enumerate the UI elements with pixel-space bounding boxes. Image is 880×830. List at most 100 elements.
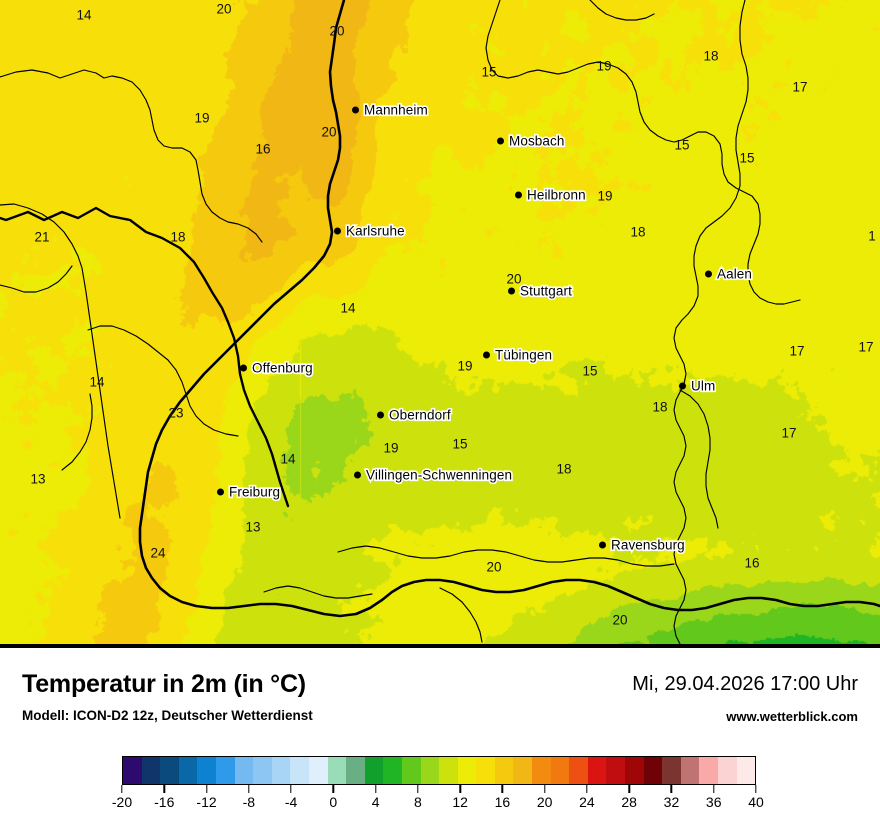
temperature-value-label: 14 <box>76 7 92 23</box>
colorbar-ticks <box>121 785 757 794</box>
colorbar-swatch <box>736 757 756 784</box>
colorbar-swatch <box>308 757 328 784</box>
city-dot-icon <box>705 270 712 278</box>
city-label: Mannheim <box>362 101 429 119</box>
temperature-value-label: 14 <box>340 300 356 316</box>
colorbar-tick-label: -4 <box>284 794 298 810</box>
colorbar-tick <box>248 785 250 793</box>
city-marker: Tübingen <box>483 346 554 364</box>
colorbar-swatch <box>271 757 291 784</box>
colorbar-tick <box>501 785 504 793</box>
colorbar-swatch <box>327 757 347 784</box>
city-label: Villingen-Schwenningen <box>364 466 513 484</box>
city-marker: Offenburg <box>240 359 314 377</box>
temperature-value-label: 23 <box>168 405 184 421</box>
temperature-value-label: 15 <box>582 363 598 379</box>
city-label: Offenburg <box>250 359 314 377</box>
city-dot-icon <box>508 287 515 295</box>
city-dot-icon <box>679 382 686 390</box>
colorbar-tick <box>374 785 377 793</box>
colorbar-tick <box>628 785 630 793</box>
colorbar-swatch <box>215 757 235 784</box>
city-dot-icon <box>483 351 490 359</box>
colorbar-tick <box>163 785 165 793</box>
colorbar-swatch <box>606 757 626 784</box>
city-dot-icon <box>599 541 606 549</box>
city-marker: Karlsruhe <box>334 222 406 240</box>
city-label: Stuttgart <box>518 282 573 300</box>
colorbar-tick-label: 20 <box>536 794 553 810</box>
colorbar-tick <box>332 785 335 793</box>
colorbar-swatch <box>662 757 681 784</box>
colorbar-swatch <box>476 757 495 784</box>
temperature-value-label: 18 <box>630 224 646 240</box>
colorbar-tick-label: 8 <box>413 794 422 810</box>
colorbar-tick-label: -20 <box>111 794 133 810</box>
city-marker: Aalen <box>705 265 754 283</box>
colorbar-swatch <box>123 757 142 784</box>
temperature-value-label: 15 <box>739 150 755 166</box>
city-dot-icon <box>334 227 341 235</box>
temperature-value-label: 19 <box>194 110 210 126</box>
city-label: Tübingen <box>493 346 553 364</box>
city-marker: Mannheim <box>352 101 429 119</box>
temperature-value-label: 15 <box>481 64 497 80</box>
colorbar-tick-label: -8 <box>242 794 256 810</box>
colorbar-swatch <box>494 757 514 784</box>
colorbar-tick-label: 28 <box>621 794 637 810</box>
temperature-value-label: 19 <box>383 440 399 456</box>
colorbar-swatch <box>401 757 421 784</box>
temperature-value-label: 17 <box>858 339 874 355</box>
website-label: www.wetterblick.com <box>726 709 858 724</box>
city-label: Aalen <box>715 265 753 283</box>
colorbar-swatch <box>234 757 254 784</box>
temperature-value-label: 17 <box>792 79 808 95</box>
city-label: Heilbronn <box>525 186 587 204</box>
colorbar-swatch <box>253 757 272 784</box>
colorbar-tick-label: 24 <box>579 794 595 810</box>
colorbar-tick <box>713 785 715 793</box>
temperature-value-label: 18 <box>170 229 186 245</box>
country-border-west <box>138 0 880 618</box>
temperature-value-label: 19 <box>457 358 473 374</box>
city-marker: Stuttgart <box>508 282 573 300</box>
colorbar-tick-label: 0 <box>329 794 338 810</box>
city-marker: Freiburg <box>217 483 282 501</box>
colorbar-swatch <box>457 757 477 784</box>
colorbar-swatch <box>141 757 161 784</box>
city-marker: Ravensburg <box>599 536 686 554</box>
temperature-value-label: 24 <box>150 545 166 561</box>
colorbar-swatches <box>122 756 756 785</box>
temperature-value-label: 20 <box>612 612 628 628</box>
colorbar-swatch <box>513 757 533 784</box>
temperature-value-label: 18 <box>652 399 668 415</box>
colorbar-tick <box>121 785 123 793</box>
colorbar-swatch <box>587 757 607 784</box>
colorbar-swatch <box>643 757 663 784</box>
colorbar-tick-labels: -20 -16 -12 -8 -4 0 4 8 12 16 20 24 28 32 36 40 <box>112 794 764 814</box>
temperature-value-label: 20 <box>329 23 345 39</box>
colorbar-swatch <box>439 757 458 784</box>
colorbar-swatch <box>420 757 440 784</box>
regional-borders <box>0 0 801 644</box>
colorbar-tick <box>586 785 588 793</box>
temperature-value-label: 14 <box>89 374 105 390</box>
city-label: Ulm <box>689 377 716 395</box>
colorbar-tick-label: -16 <box>154 794 175 810</box>
city-marker: Oberndorf <box>377 406 452 424</box>
city-label: Mosbach <box>507 132 566 150</box>
colorbar-swatch <box>680 757 700 784</box>
temperature-value-label: 13 <box>245 519 261 535</box>
temperature-value-label: 17 <box>781 425 797 441</box>
colorbar-tick-label: 32 <box>663 794 680 810</box>
temperature-value-label: 1 <box>868 228 876 244</box>
colorbar-tick <box>670 785 673 793</box>
temperature-value-label: 20 <box>216 1 232 17</box>
city-label: Oberndorf <box>387 406 452 424</box>
colorbar-swatch <box>290 757 309 784</box>
page-title: Temperatur in 2m (in °C) <box>22 670 306 698</box>
colorbar-tick <box>459 785 461 793</box>
colorbar-swatch <box>160 757 179 784</box>
legend-footer: Temperatur in 2m (in °C) Modell: ICON-D2… <box>0 648 880 830</box>
temperature-value-label: 19 <box>596 58 612 74</box>
